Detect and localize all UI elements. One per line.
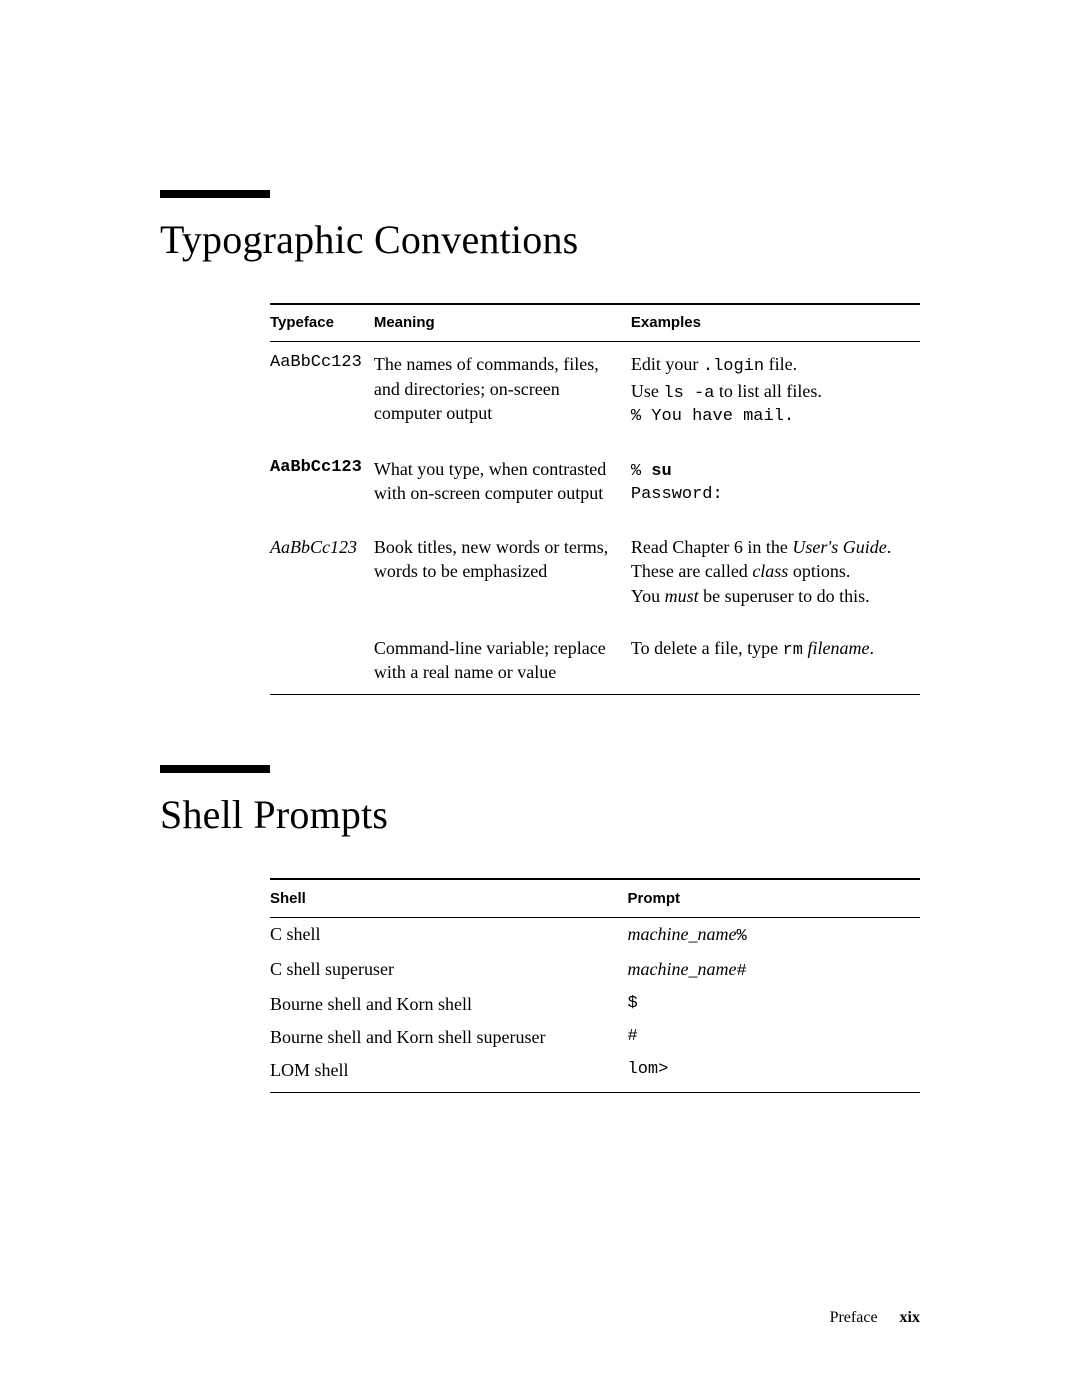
footer-section-label: Preface bbox=[830, 1309, 878, 1326]
meaning-text: The names of commands, files, and direct… bbox=[374, 342, 631, 447]
shell-name: LOM shell bbox=[270, 1054, 628, 1092]
typographic-conventions-table: Typeface Meaning Examples AaBbCc123 The … bbox=[270, 303, 920, 695]
section-rule bbox=[160, 190, 270, 198]
section-heading: Shell Prompts bbox=[160, 791, 920, 838]
examples-cell: Read Chapter 6 in the User's Guide. Thes… bbox=[631, 525, 920, 626]
example-code: Password: bbox=[631, 484, 908, 507]
table-row: LOM shell lom> bbox=[270, 1054, 920, 1092]
shell-prompts-block: Shell Prompt C shell machine_name% C she… bbox=[270, 878, 920, 1092]
example-text: to list all files. bbox=[714, 381, 822, 401]
table-row: Bourne shell and Korn shell $ bbox=[270, 988, 920, 1021]
prompt-cell: machine_name# bbox=[628, 953, 921, 988]
section-spacer bbox=[160, 695, 920, 765]
example-italic: must bbox=[665, 586, 699, 606]
table-row: Command-line variable; replace with a re… bbox=[270, 626, 920, 695]
typeface-sample: AaBbCc123 bbox=[270, 447, 374, 525]
example-text: To delete a file, type bbox=[631, 638, 783, 658]
example-code: % bbox=[631, 462, 651, 481]
example-code-bold: su bbox=[651, 462, 671, 481]
example-text: Read Chapter 6 in the bbox=[631, 537, 792, 557]
table-header-row: Typeface Meaning Examples bbox=[270, 304, 920, 342]
example-text: These are called bbox=[631, 561, 752, 581]
prompt-code: # bbox=[736, 962, 746, 981]
table-row: AaBbCc123 Book titles, new words or term… bbox=[270, 525, 920, 626]
col-header-examples: Examples bbox=[631, 304, 920, 342]
example-code: rm bbox=[783, 641, 803, 660]
shell-name: C shell bbox=[270, 918, 628, 953]
prompt-italic: machine_name bbox=[628, 959, 737, 979]
typographic-conventions-block: Typeface Meaning Examples AaBbCc123 The … bbox=[270, 303, 920, 695]
example-italic: User's Guide bbox=[792, 537, 886, 557]
typeface-sample: AaBbCc123 bbox=[270, 525, 374, 626]
example-italic: class bbox=[752, 561, 788, 581]
example-text: You bbox=[631, 586, 665, 606]
example-code: % You have mail. bbox=[631, 406, 908, 429]
example-italic: filename bbox=[807, 638, 869, 658]
table-row: AaBbCc123 What you type, when contrasted… bbox=[270, 447, 920, 525]
typeface-sample: AaBbCc123 bbox=[270, 342, 374, 447]
example-text: file. bbox=[764, 354, 797, 374]
meaning-text: What you type, when contrasted with on-s… bbox=[374, 447, 631, 525]
prompt-code: # bbox=[628, 1021, 921, 1054]
example-text: options. bbox=[788, 561, 850, 581]
shell-name: Bourne shell and Korn shell bbox=[270, 988, 628, 1021]
prompt-code: % bbox=[736, 927, 746, 946]
document-page: Typographic Conventions Typeface Meaning… bbox=[0, 0, 1080, 1397]
example-code: .login bbox=[703, 357, 764, 376]
shell-prompts-table: Shell Prompt C shell machine_name% C she… bbox=[270, 878, 920, 1092]
shell-name: Bourne shell and Korn shell superuser bbox=[270, 1021, 628, 1054]
shell-name: C shell superuser bbox=[270, 953, 628, 988]
example-text: . bbox=[887, 537, 892, 557]
col-header-typeface: Typeface bbox=[270, 304, 374, 342]
section-heading: Typographic Conventions bbox=[160, 216, 920, 263]
page-footer: Preface xix bbox=[830, 1309, 920, 1327]
example-text: . bbox=[869, 638, 874, 658]
col-header-prompt: Prompt bbox=[628, 879, 921, 918]
col-header-meaning: Meaning bbox=[374, 304, 631, 342]
example-text: be superuser to do this. bbox=[699, 586, 870, 606]
meaning-text: Book titles, new words or terms, words t… bbox=[374, 525, 631, 626]
table-header-row: Shell Prompt bbox=[270, 879, 920, 918]
examples-cell: To delete a file, type rm filename. bbox=[631, 626, 920, 695]
meaning-text: Command-line variable; replace with a re… bbox=[374, 626, 631, 695]
col-header-shell: Shell bbox=[270, 879, 628, 918]
examples-cell: Edit your .login file. Use ls -a to list… bbox=[631, 342, 920, 447]
prompt-code: $ bbox=[628, 988, 921, 1021]
table-row: C shell superuser machine_name# bbox=[270, 953, 920, 988]
example-code: ls -a bbox=[663, 384, 714, 403]
prompt-code: lom> bbox=[628, 1054, 921, 1092]
prompt-italic: machine_name bbox=[628, 924, 737, 944]
example-text: Use bbox=[631, 381, 664, 401]
section-rule bbox=[160, 765, 270, 773]
examples-cell: % su Password: bbox=[631, 447, 920, 525]
prompt-cell: machine_name% bbox=[628, 918, 921, 953]
table-row: AaBbCc123 The names of commands, files, … bbox=[270, 342, 920, 447]
table-row: C shell machine_name% bbox=[270, 918, 920, 953]
footer-page-number: xix bbox=[900, 1309, 920, 1326]
example-text: Edit your bbox=[631, 354, 703, 374]
table-row: Bourne shell and Korn shell superuser # bbox=[270, 1021, 920, 1054]
typeface-sample-empty bbox=[270, 626, 374, 695]
